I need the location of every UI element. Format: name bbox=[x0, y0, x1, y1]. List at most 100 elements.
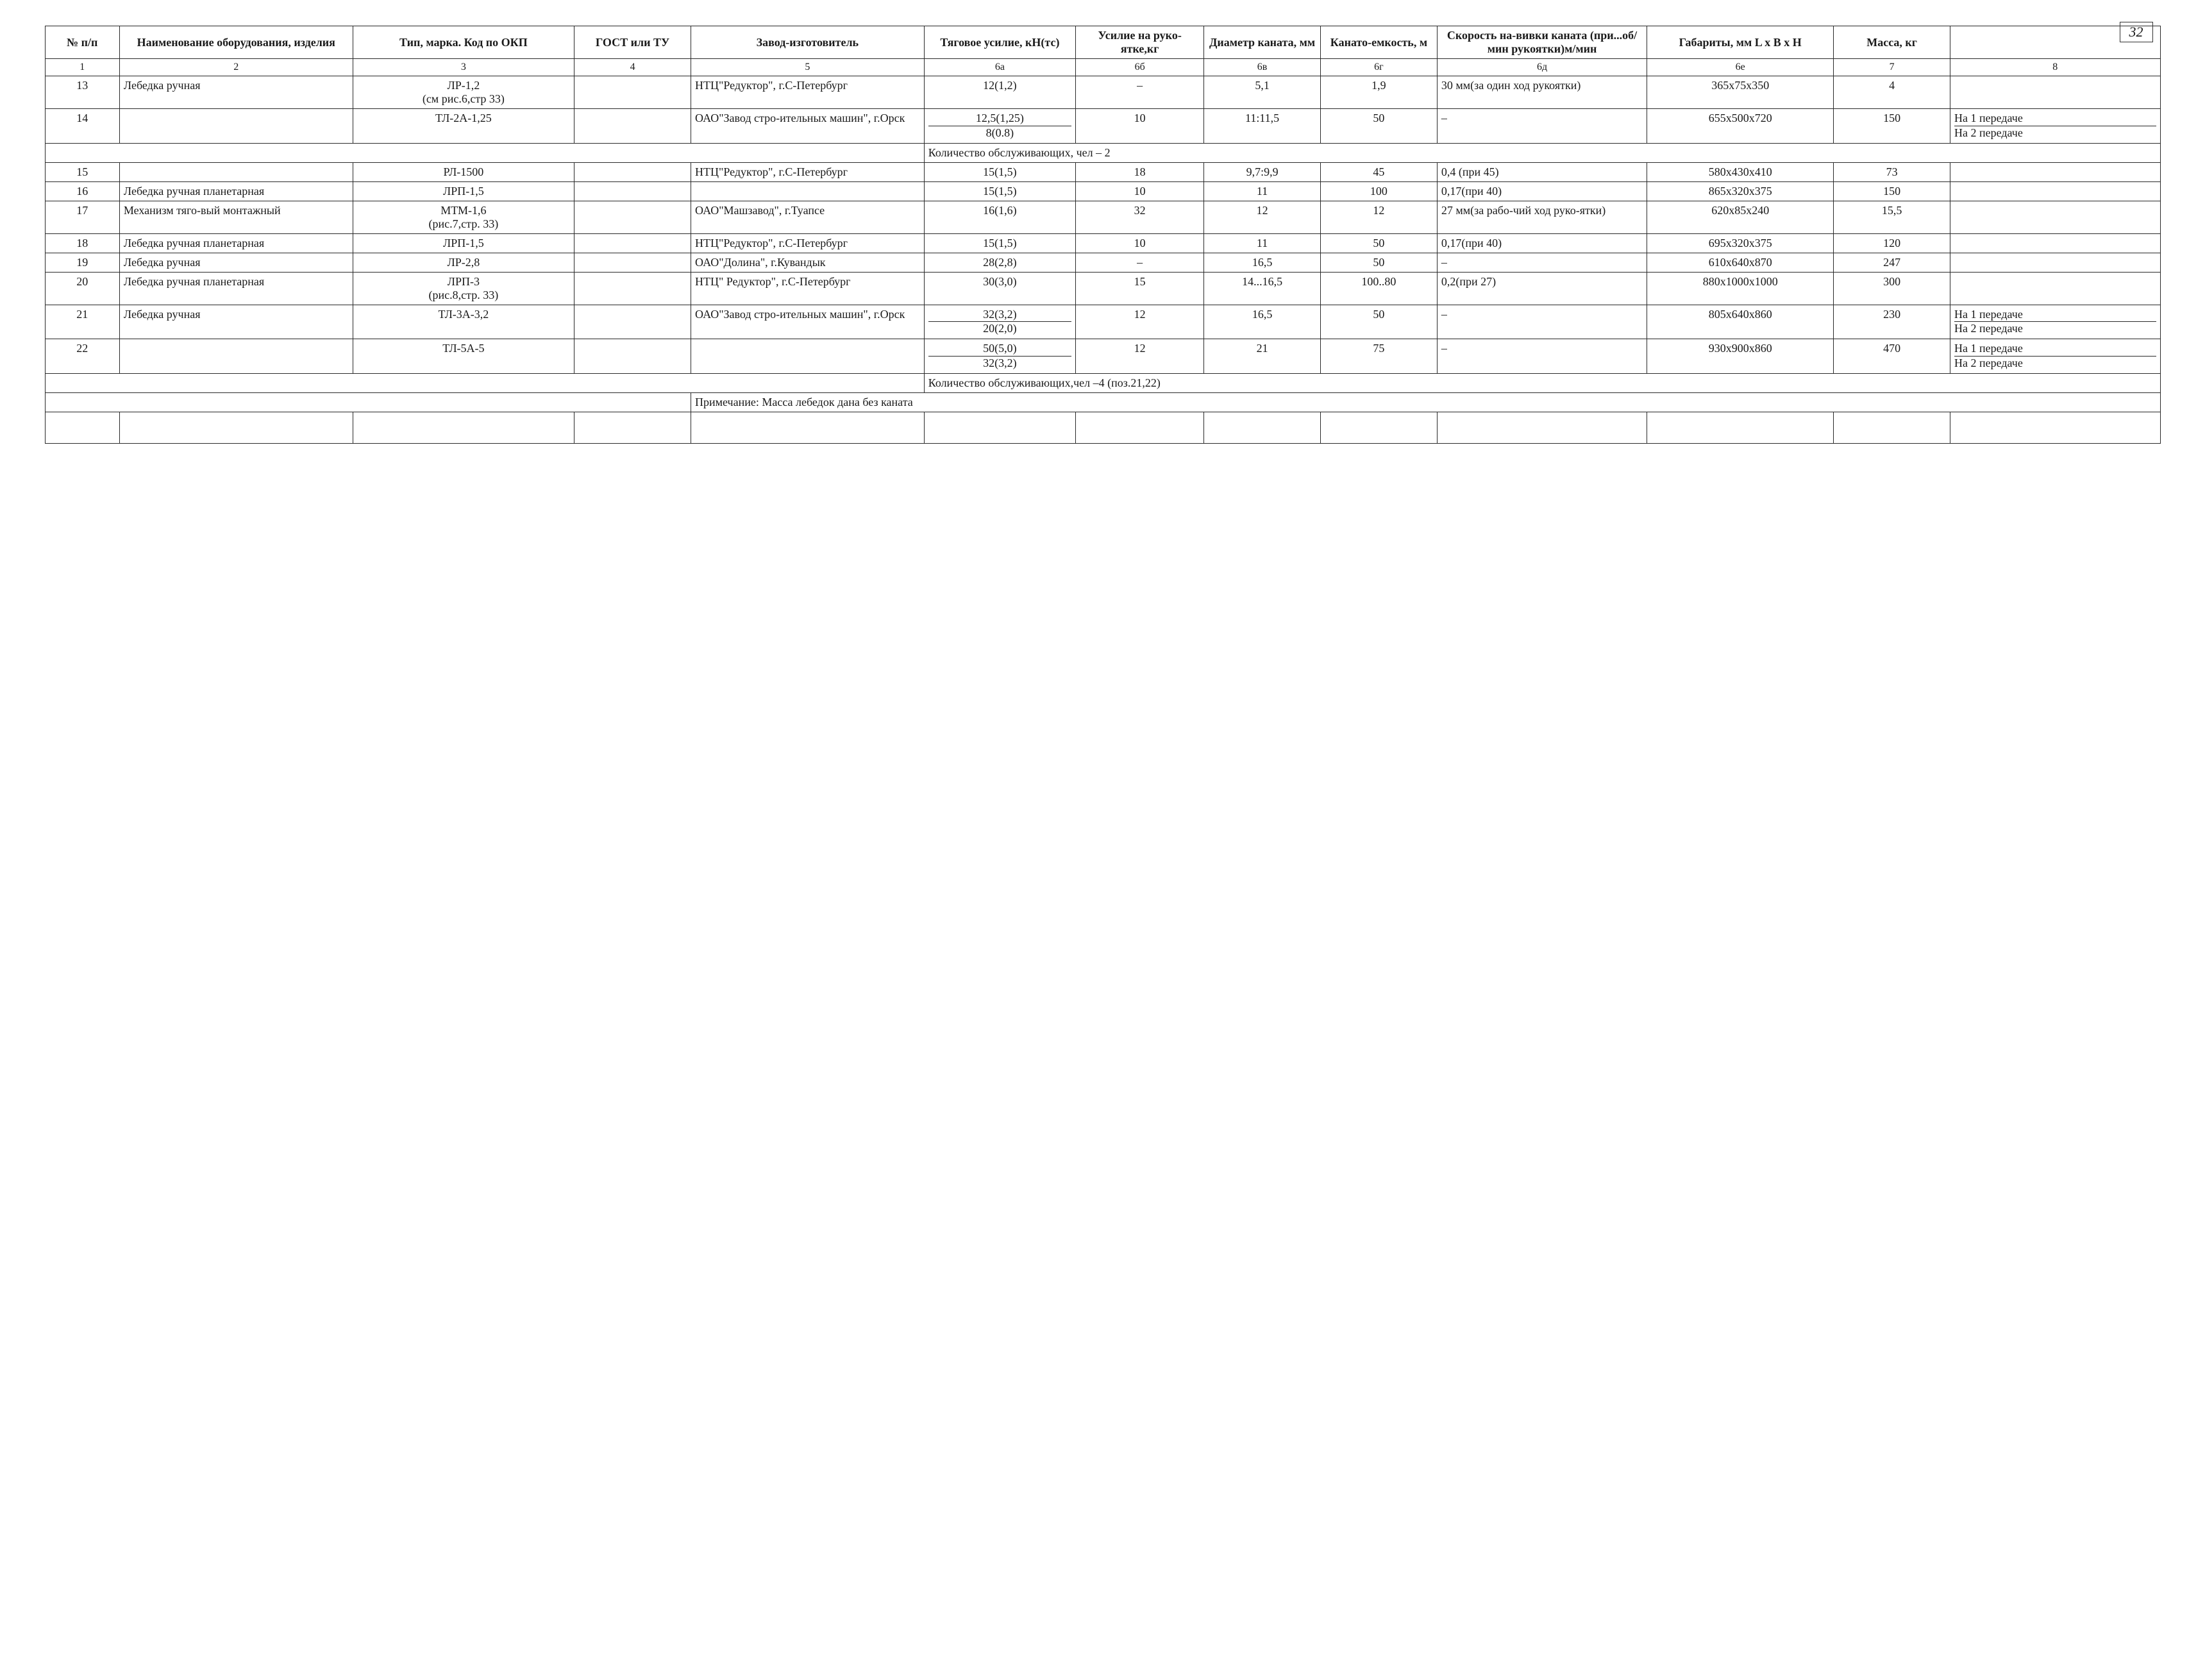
table-cell: Количество обслуживающих,чел –4 (поз.21,… bbox=[924, 373, 2160, 392]
table-cell: 15(1,5) bbox=[924, 181, 1075, 201]
subheader-row: 1 2 3 4 5 6а 6б 6в 6г 6д 6е 7 8 bbox=[45, 59, 2160, 76]
table-cell bbox=[574, 272, 691, 305]
table-cell: 9,7:9,9 bbox=[1204, 162, 1321, 181]
table-cell: 50 bbox=[1321, 109, 1438, 144]
table-cell: 50(5,0)32(3,2) bbox=[924, 339, 1075, 374]
table-cell: 20 bbox=[45, 272, 119, 305]
table-cell: 15,5 bbox=[1834, 201, 1950, 233]
table-row: 14ТЛ-2А-1,25ОАО"Завод стро-ительных маши… bbox=[45, 109, 2160, 144]
table-cell: 45 bbox=[1321, 162, 1438, 181]
table-cell: ОАО"Завод стро-ительных машин", г.Орск bbox=[691, 305, 924, 339]
table-cell: ЛР-1,2 (см рис.6,стр 33) bbox=[353, 76, 574, 109]
table-cell: 0,2(при 27) bbox=[1437, 272, 1647, 305]
table-cell bbox=[45, 373, 924, 392]
table-cell: – bbox=[1437, 253, 1647, 272]
table-cell bbox=[574, 109, 691, 144]
table-cell bbox=[691, 181, 924, 201]
table-cell: 5,1 bbox=[1204, 76, 1321, 109]
table-cell: 655х500х720 bbox=[1647, 109, 1834, 144]
table-cell: На 1 передачеНа 2 передаче bbox=[1950, 109, 2160, 144]
table-cell: 880х1000х1000 bbox=[1647, 272, 1834, 305]
sn-3: 3 bbox=[353, 59, 574, 76]
table-row: 17Механизм тяго-вый монтажныйМТМ-1,6 (ри… bbox=[45, 201, 2160, 233]
table-cell bbox=[574, 233, 691, 253]
table-cell: 17 bbox=[45, 201, 119, 233]
table-cell: 13 bbox=[45, 76, 119, 109]
table-cell bbox=[119, 412, 353, 443]
table-cell: 15(1,5) bbox=[924, 162, 1075, 181]
page-number: 32 bbox=[2120, 22, 2153, 42]
sn-6a: 6а bbox=[924, 59, 1075, 76]
table-cell: 150 bbox=[1834, 181, 1950, 201]
table-cell: НТЦ"Редуктор", г.С-Петербург bbox=[691, 233, 924, 253]
table-cell: 15(1,5) bbox=[924, 233, 1075, 253]
h-plant: Завод-изготовитель bbox=[691, 26, 924, 59]
table-cell: 100..80 bbox=[1321, 272, 1438, 305]
table-cell: 16 bbox=[45, 181, 119, 201]
table-cell: 30 мм(за один ход рукоятки) bbox=[1437, 76, 1647, 109]
table-cell: – bbox=[1076, 76, 1204, 109]
table-cell: 12 bbox=[1076, 339, 1204, 374]
table-cell bbox=[1950, 76, 2160, 109]
h-6a: Тяговое усилие, кН(тс) bbox=[924, 26, 1075, 59]
table-cell: – bbox=[1437, 305, 1647, 339]
table-cell bbox=[119, 339, 353, 374]
table-cell: 0,17(при 40) bbox=[1437, 233, 1647, 253]
table-cell: 75 bbox=[1321, 339, 1438, 374]
table-cell: НТЦ" Редуктор", г.С-Петербург bbox=[691, 272, 924, 305]
table-cell: 18 bbox=[1076, 162, 1204, 181]
table-cell: 470 bbox=[1834, 339, 1950, 374]
table-cell: 28(2,8) bbox=[924, 253, 1075, 272]
footer-row: Количество обслуживающих,чел –4 (поз.21,… bbox=[45, 373, 2160, 392]
table-cell: 1,9 bbox=[1321, 76, 1438, 109]
sn-6e: 6е bbox=[1647, 59, 1834, 76]
sn-6b: 6б bbox=[1076, 59, 1204, 76]
table-cell bbox=[1437, 412, 1647, 443]
table-cell: 11 bbox=[1204, 233, 1321, 253]
table-cell: Лебедка ручная планетарная bbox=[119, 233, 353, 253]
table-cell bbox=[574, 412, 691, 443]
table-cell: МТМ-1,6 (рис.7,стр. 33) bbox=[353, 201, 574, 233]
table-cell bbox=[574, 76, 691, 109]
table-cell: 14...16,5 bbox=[1204, 272, 1321, 305]
table-cell: На 1 передачеНа 2 передаче bbox=[1950, 339, 2160, 374]
table-cell bbox=[1950, 272, 2160, 305]
table-cell: 805х640х860 bbox=[1647, 305, 1834, 339]
table-cell: 18 bbox=[45, 233, 119, 253]
sn-1: 1 bbox=[45, 59, 119, 76]
table-cell: 21 bbox=[45, 305, 119, 339]
sn-8: 8 bbox=[1950, 59, 2160, 76]
table-cell: 16,5 bbox=[1204, 253, 1321, 272]
sn-7: 7 bbox=[1834, 59, 1950, 76]
sn-6g: 6г bbox=[1321, 59, 1438, 76]
h-6e: Габариты, мм L x B x H bbox=[1647, 26, 1834, 59]
table-row: 22ТЛ-5А-550(5,0)32(3,2)122175–930х900х86… bbox=[45, 339, 2160, 374]
table-cell: НТЦ"Редуктор", г.С-Петербург bbox=[691, 162, 924, 181]
table-row: 13Лебедка ручнаяЛР-1,2 (см рис.6,стр 33)… bbox=[45, 76, 2160, 109]
table-cell: 32(3,2)20(2,0) bbox=[924, 305, 1075, 339]
sn-2: 2 bbox=[119, 59, 353, 76]
table-cell: Лебедка ручная планетарная bbox=[119, 181, 353, 201]
table-cell bbox=[574, 253, 691, 272]
table-cell bbox=[45, 143, 924, 162]
table-cell: ОАО"Завод стро-ительных машин", г.Орск bbox=[691, 109, 924, 144]
table-cell bbox=[45, 412, 119, 443]
table-row-extra: Количество обслуживающих, чел – 2 bbox=[45, 143, 2160, 162]
table-row: 20Лебедка ручная планетарнаяЛРП-3 (рис.8… bbox=[45, 272, 2160, 305]
table-cell: Лебедка ручная bbox=[119, 76, 353, 109]
table-cell: 19 bbox=[45, 253, 119, 272]
table-cell: ОАО"Машзавод", г.Туапсе bbox=[691, 201, 924, 233]
table-cell: 0,17(при 40) bbox=[1437, 181, 1647, 201]
table-cell: 14 bbox=[45, 109, 119, 144]
table-cell: 580х430х410 bbox=[1647, 162, 1834, 181]
table-cell bbox=[1950, 233, 2160, 253]
table-cell: 865х320х375 bbox=[1647, 181, 1834, 201]
table-cell bbox=[924, 412, 1075, 443]
table-cell: 16,5 bbox=[1204, 305, 1321, 339]
table-cell: Лебедка ручная bbox=[119, 253, 353, 272]
sn-4: 4 bbox=[574, 59, 691, 76]
table-row: 18Лебедка ручная планетарнаяЛРП-1,5НТЦ"Р… bbox=[45, 233, 2160, 253]
table-cell: РЛ-1500 bbox=[353, 162, 574, 181]
table-cell: 12 bbox=[1321, 201, 1438, 233]
table-cell bbox=[1950, 162, 2160, 181]
